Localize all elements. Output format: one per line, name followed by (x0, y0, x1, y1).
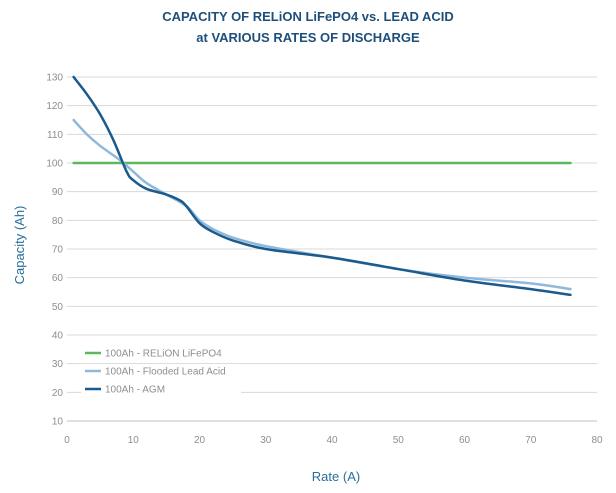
x-tick-label: 70 (525, 435, 537, 446)
legend: 100Ah - RELiON LiFePO4 100Ah - Flooded Le… (81, 346, 241, 396)
x-tick-label: 60 (459, 435, 471, 446)
y-tick-label: 70 (52, 245, 64, 256)
x-tick-label: 10 (128, 435, 140, 446)
y-axis-ticks: 10 20 30 40 50 60 70 80 90 100 110 120 130 (46, 73, 63, 428)
chart-subtitle: at VARIOUS RATES OF DISCHARGE (196, 30, 420, 45)
series-line-100ah-flooded-lead-acid (72, 118, 572, 291)
series-layer (72, 75, 572, 297)
y-tick-label: 110 (47, 130, 63, 141)
y-tick-label: 100 (46, 159, 63, 170)
x-tick-label: 50 (393, 435, 405, 446)
y-tick-label: 20 (52, 388, 64, 399)
y-tick-label: 90 (52, 187, 64, 198)
y-tick-label: 10 (52, 417, 64, 428)
chart-title: CAPACITY OF RELiON LiFePO4 vs. LEAD ACID (162, 9, 454, 24)
x-tick-label: 40 (326, 435, 338, 446)
grid-layer (67, 76, 597, 393)
legend-label: 100Ah - RELiON LiFePO4 (105, 349, 222, 360)
y-tick-label: 130 (46, 73, 63, 84)
x-tick-label: 30 (260, 435, 272, 446)
x-tick-label: 80 (591, 435, 603, 446)
y-tick-label: 40 (52, 331, 64, 342)
legend-item-bg (81, 382, 241, 396)
series-line-100ah-agm (72, 75, 572, 297)
legend-item-bg (81, 364, 241, 378)
x-axis-title: Rate (A) (312, 469, 360, 484)
x-axis-ticks: 0 10 20 30 40 50 60 70 80 (64, 435, 603, 446)
x-tick-label: 20 (194, 435, 206, 446)
y-tick-label: 60 (52, 273, 64, 284)
y-axis-title: Capacity (Ah) (12, 206, 27, 285)
legend-label: 100Ah - Flooded Lead Acid (105, 367, 226, 378)
legend-label: 100Ah - AGM (105, 385, 165, 396)
y-tick-label: 30 (52, 359, 64, 370)
y-tick-label: 80 (52, 216, 64, 227)
x-tick-label: 0 (64, 435, 70, 446)
y-tick-label: 50 (52, 302, 64, 313)
legend-item-bg (81, 346, 241, 360)
y-tick-label: 120 (46, 101, 63, 112)
